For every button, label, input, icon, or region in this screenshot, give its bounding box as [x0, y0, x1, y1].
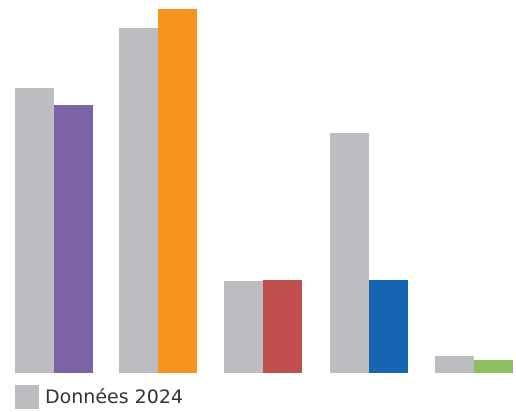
bar-colored-5: [474, 360, 513, 373]
bar-colored-2: [158, 9, 197, 373]
legend: Données 2024: [15, 384, 183, 410]
bar-2024-1: [15, 88, 54, 373]
bar-colored-1: [54, 105, 93, 373]
bar-colored-3: [263, 280, 302, 373]
bar-2024-3: [224, 281, 263, 373]
bar-colored-4: [369, 280, 408, 373]
bar-2024-4: [330, 133, 369, 373]
bar-2024-2: [119, 28, 158, 373]
legend-label-2024: Données 2024: [45, 386, 184, 408]
legend-swatch-2024: [15, 385, 39, 409]
bar-2024-5: [435, 356, 474, 373]
bars-group: [15, 9, 513, 373]
